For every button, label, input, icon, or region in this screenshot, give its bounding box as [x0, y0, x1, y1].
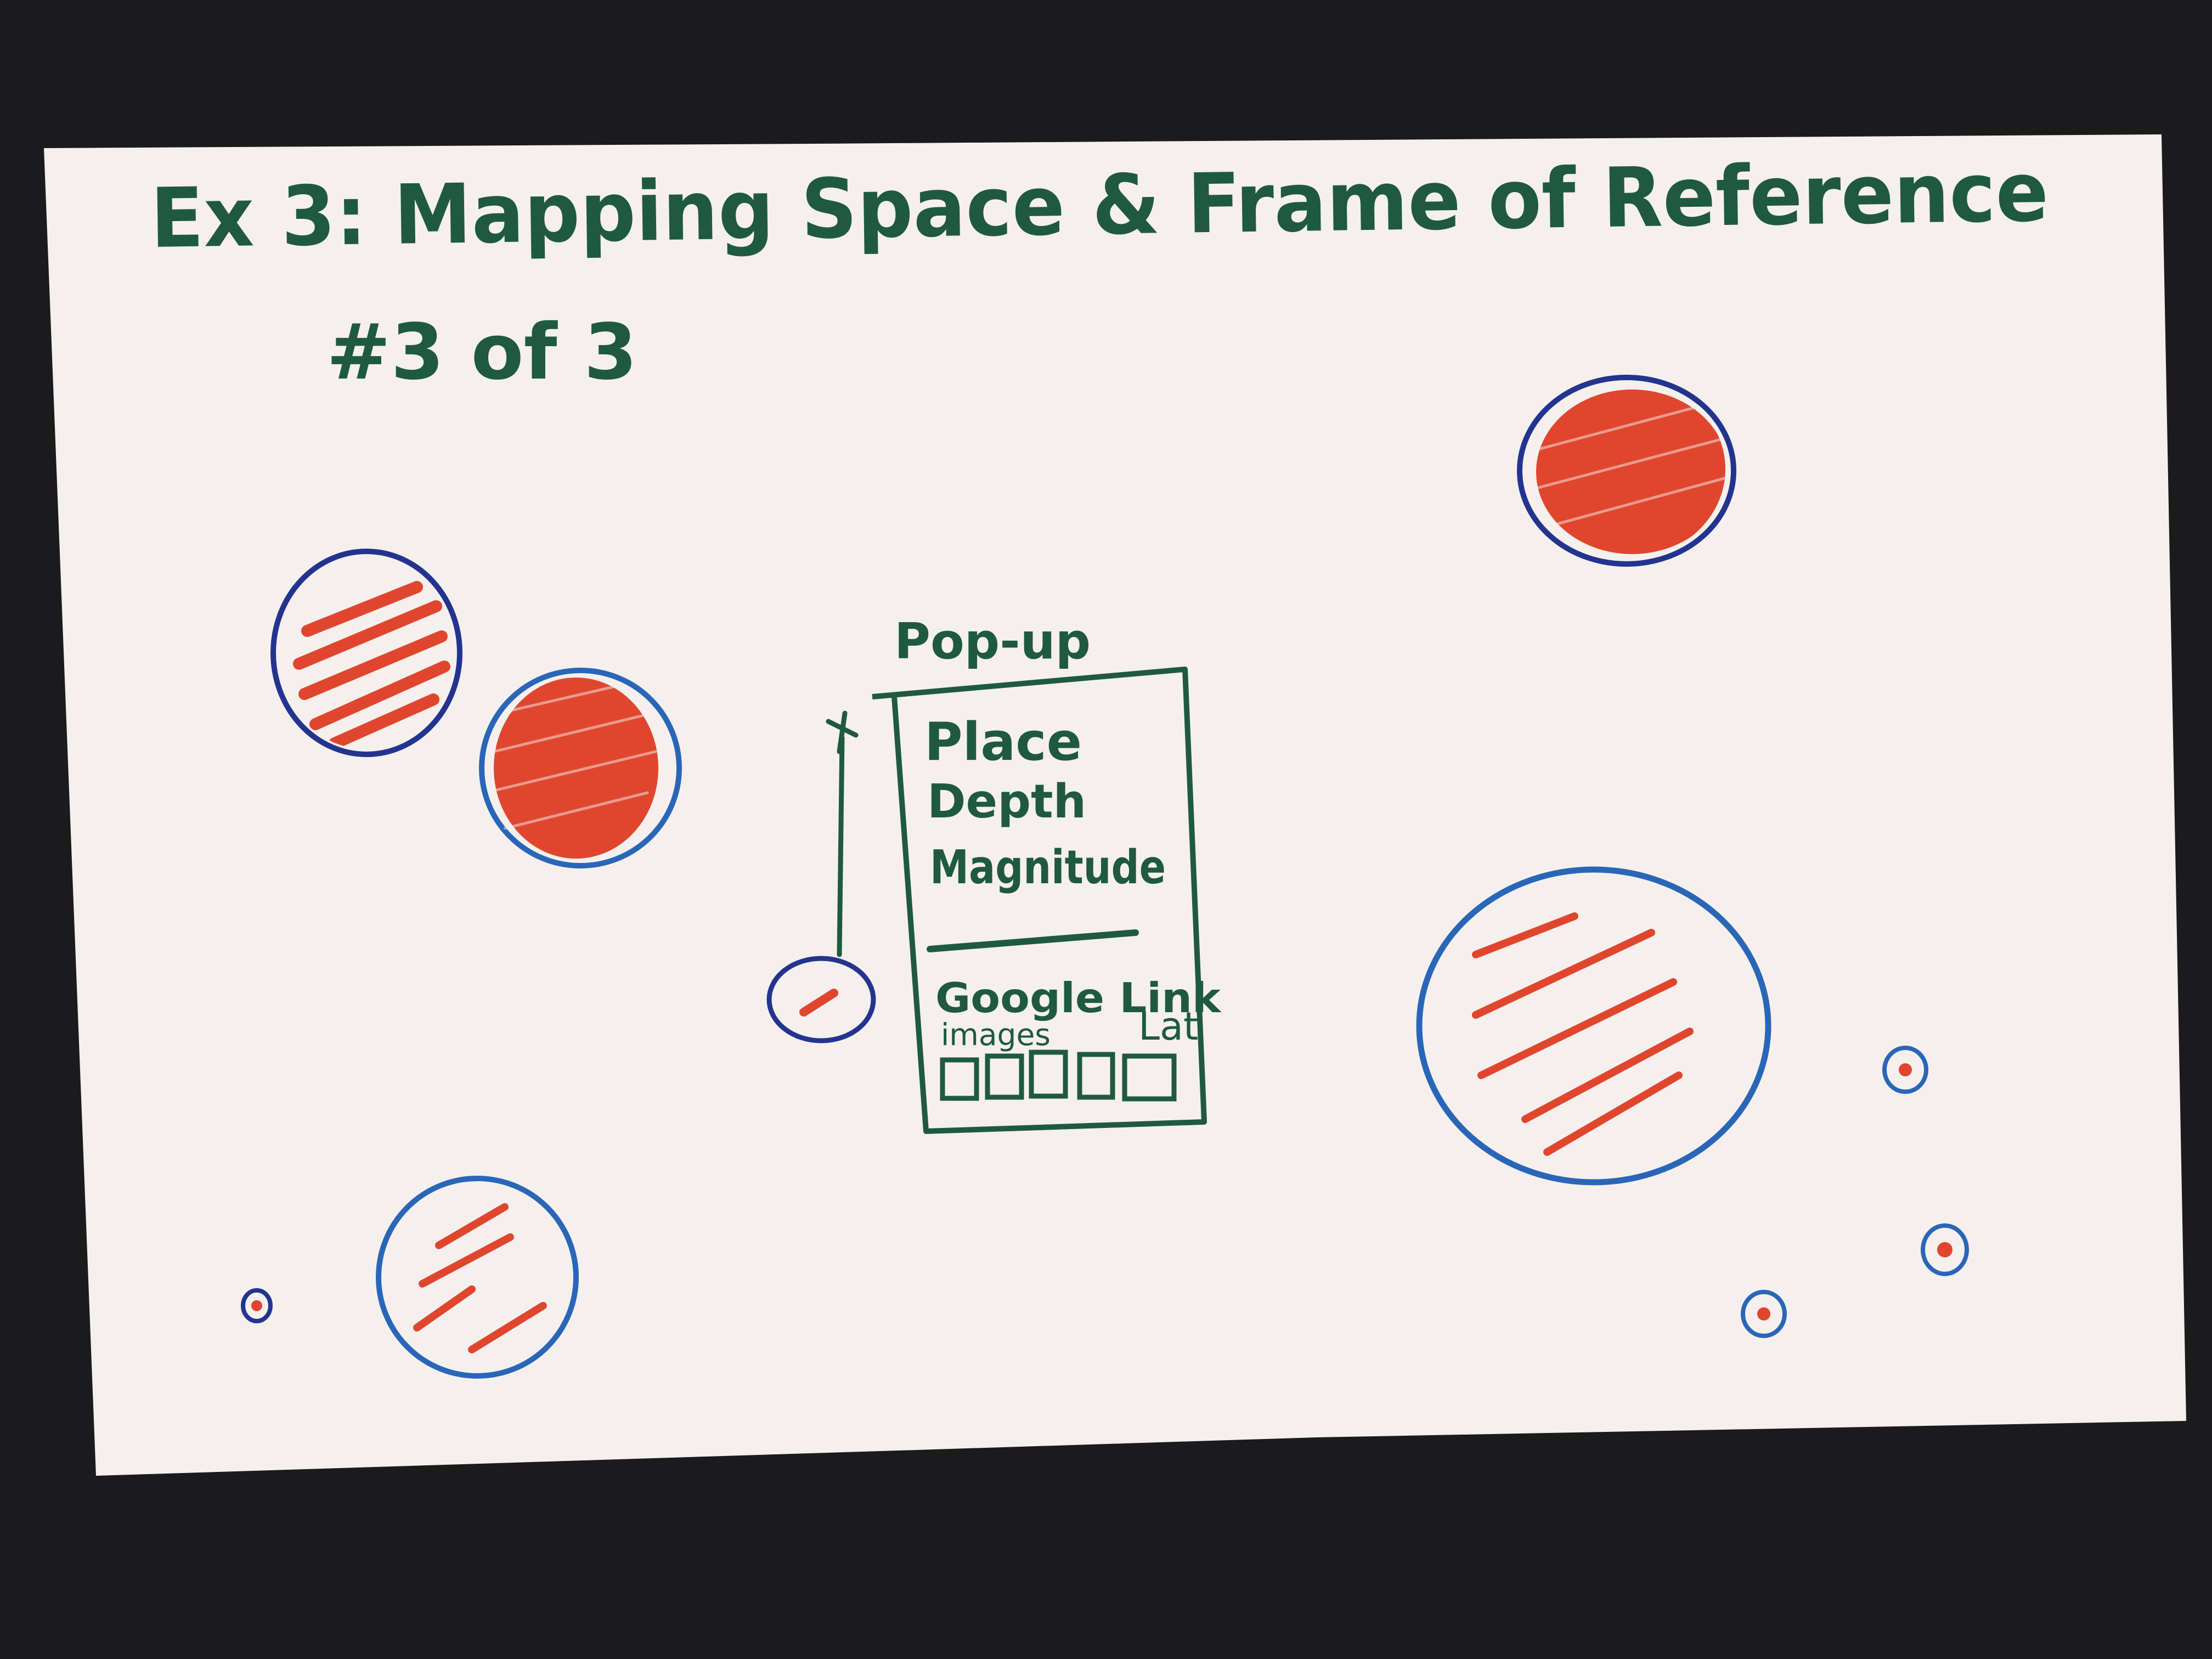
- popup-anchor-line: [826, 710, 859, 957]
- popup-field-place: Place: [924, 712, 1082, 772]
- event-marker-small-4[interactable]: [1921, 1223, 1969, 1276]
- popup-images-label: images: [941, 1017, 1051, 1052]
- popup-google-link[interactable]: Google Link: [935, 974, 1222, 1022]
- event-marker-small-1[interactable]: [766, 956, 876, 1043]
- event-marker-b[interactable]: [479, 668, 682, 868]
- popup-image-thumbnails: [940, 1049, 1177, 1102]
- thumbnail-5[interactable]: [1122, 1053, 1177, 1102]
- thumbnail-4[interactable]: [1077, 1052, 1115, 1100]
- event-marker-small-3[interactable]: [1882, 1046, 1928, 1094]
- popup-heading: Pop-up: [894, 613, 1091, 670]
- popup-divider: [927, 929, 1139, 952]
- event-marker-small-5[interactable]: [1741, 1290, 1787, 1338]
- event-marker-a[interactable]: [270, 549, 462, 757]
- thumbnail-2[interactable]: [985, 1053, 1024, 1100]
- event-marker-small-2[interactable]: [241, 1288, 273, 1323]
- sketch-subtitle: #3 of 3: [326, 308, 637, 397]
- popup-field-magnitude: Magnitude: [930, 840, 1166, 895]
- event-marker-d[interactable]: [1416, 866, 1771, 1186]
- popup-field-depth: Depth: [927, 775, 1086, 829]
- event-marker-c[interactable]: [1517, 375, 1736, 567]
- popup-lat-label: Lat: [1138, 1004, 1198, 1049]
- event-marker-e[interactable]: [376, 1176, 579, 1379]
- thumbnail-1[interactable]: [940, 1057, 979, 1101]
- popup-panel[interactable]: Pop-up Place Depth Magnitude Google Link…: [872, 613, 1222, 1134]
- thumbnail-3[interactable]: [1029, 1049, 1068, 1099]
